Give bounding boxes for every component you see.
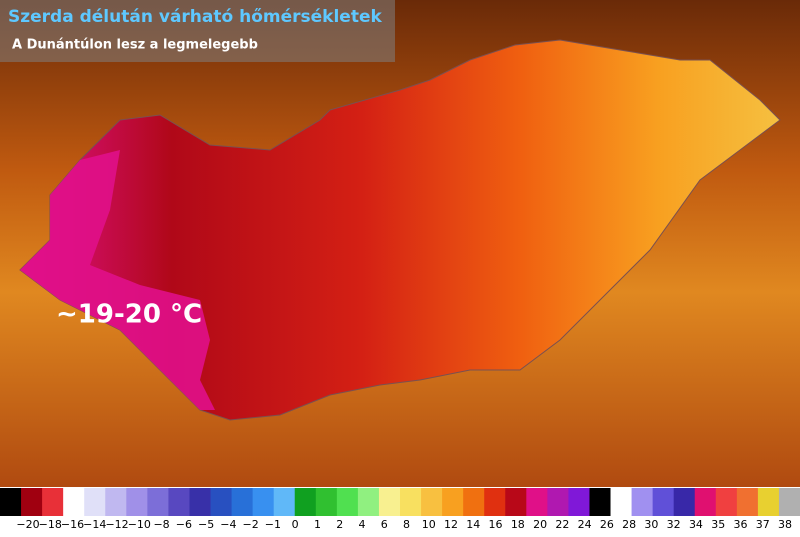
legend-swatch [357, 488, 380, 516]
legend-swatch [231, 488, 254, 516]
legend-swatch [400, 488, 422, 516]
legend-swatch [336, 488, 359, 516]
legend-swatch [126, 488, 148, 516]
warm-region [20, 150, 215, 410]
legend-swatch [694, 488, 717, 516]
legend-label: 12 [444, 518, 458, 531]
legend-label: 18 [511, 518, 525, 531]
legend-label: 35 [711, 518, 725, 531]
title: Szerda délután várható hőmérsékletek [8, 7, 382, 27]
legend-label: −18 [39, 518, 62, 531]
legend-label: 4 [358, 518, 365, 531]
legend-swatch [63, 488, 85, 516]
legend-swatch [168, 488, 190, 516]
legend-label: 36 [733, 518, 747, 531]
legend-swatch [736, 488, 759, 516]
legend-swatch [463, 488, 485, 516]
legend-label: 16 [489, 518, 503, 531]
legend-label: −12 [105, 518, 128, 531]
annotation: ~19-20 °C [56, 300, 202, 330]
legend-swatch [84, 488, 106, 516]
legend-label: 30 [644, 518, 658, 531]
legend-swatch [505, 488, 527, 516]
legend-label: 10 [422, 518, 436, 531]
legend-swatch [189, 488, 212, 516]
legend-swatch [42, 488, 64, 516]
legend-swatch [252, 488, 275, 516]
title-box [0, 0, 395, 62]
legend-label: −14 [83, 518, 106, 531]
legend-label: 32 [667, 518, 681, 531]
legend-label: 2 [336, 518, 343, 531]
legend-swatch [778, 488, 800, 516]
legend-swatch [715, 488, 738, 516]
legend-label: 38 [778, 518, 792, 531]
legend-swatch [526, 488, 548, 516]
legend-label: −20 [16, 518, 39, 531]
legend-label: 24 [578, 518, 592, 531]
legend-label: 14 [466, 518, 480, 531]
legend-swatch [378, 488, 401, 516]
legend-swatch [294, 488, 317, 516]
legend-label: −16 [61, 518, 84, 531]
legend-label: −2 [243, 518, 259, 531]
legend-swatch [315, 488, 338, 516]
legend-swatch [105, 488, 127, 516]
country-map [19, 39, 781, 421]
subtitle: A Dunántúlon lesz a legmelegebb [12, 38, 258, 53]
legend-swatch [484, 488, 506, 516]
legend-label: 22 [555, 518, 569, 531]
legend-swatch [442, 488, 464, 516]
legend-label: 20 [533, 518, 547, 531]
legend-label: 37 [756, 518, 770, 531]
legend-label: 28 [622, 518, 636, 531]
legend-swatch [652, 488, 675, 516]
legend-label: −8 [153, 518, 169, 531]
legend: −20 −18 −16 −14 −12 −10 −8 −6 −5 −4 −2 −1 0 1 2 4 6 8 10 12… [0, 488, 800, 531]
legend-swatch [21, 488, 43, 516]
legend-swatch [757, 488, 780, 516]
legend-swatch [547, 488, 569, 516]
legend-label: −4 [220, 518, 236, 531]
legend-label: 1 [314, 518, 321, 531]
legend-label: −1 [265, 518, 281, 531]
legend-swatch [421, 488, 443, 516]
legend-swatch [147, 488, 169, 516]
legend-swatch [610, 488, 633, 516]
legend-swatch [568, 488, 590, 516]
legend-swatch [589, 488, 612, 516]
legend-label: −10 [128, 518, 151, 531]
legend-swatch [0, 488, 22, 516]
legend-label: 26 [600, 518, 614, 531]
legend-swatch [673, 488, 696, 516]
legend-swatch [210, 488, 233, 516]
legend-label: 6 [381, 518, 388, 531]
legend-label: 34 [689, 518, 703, 531]
legend-swatch [273, 488, 296, 516]
legend-label: −6 [176, 518, 192, 531]
legend-swatch [631, 488, 654, 516]
legend-label: 0 [292, 518, 299, 531]
legend-label: 8 [403, 518, 410, 531]
legend-label: −5 [198, 518, 214, 531]
